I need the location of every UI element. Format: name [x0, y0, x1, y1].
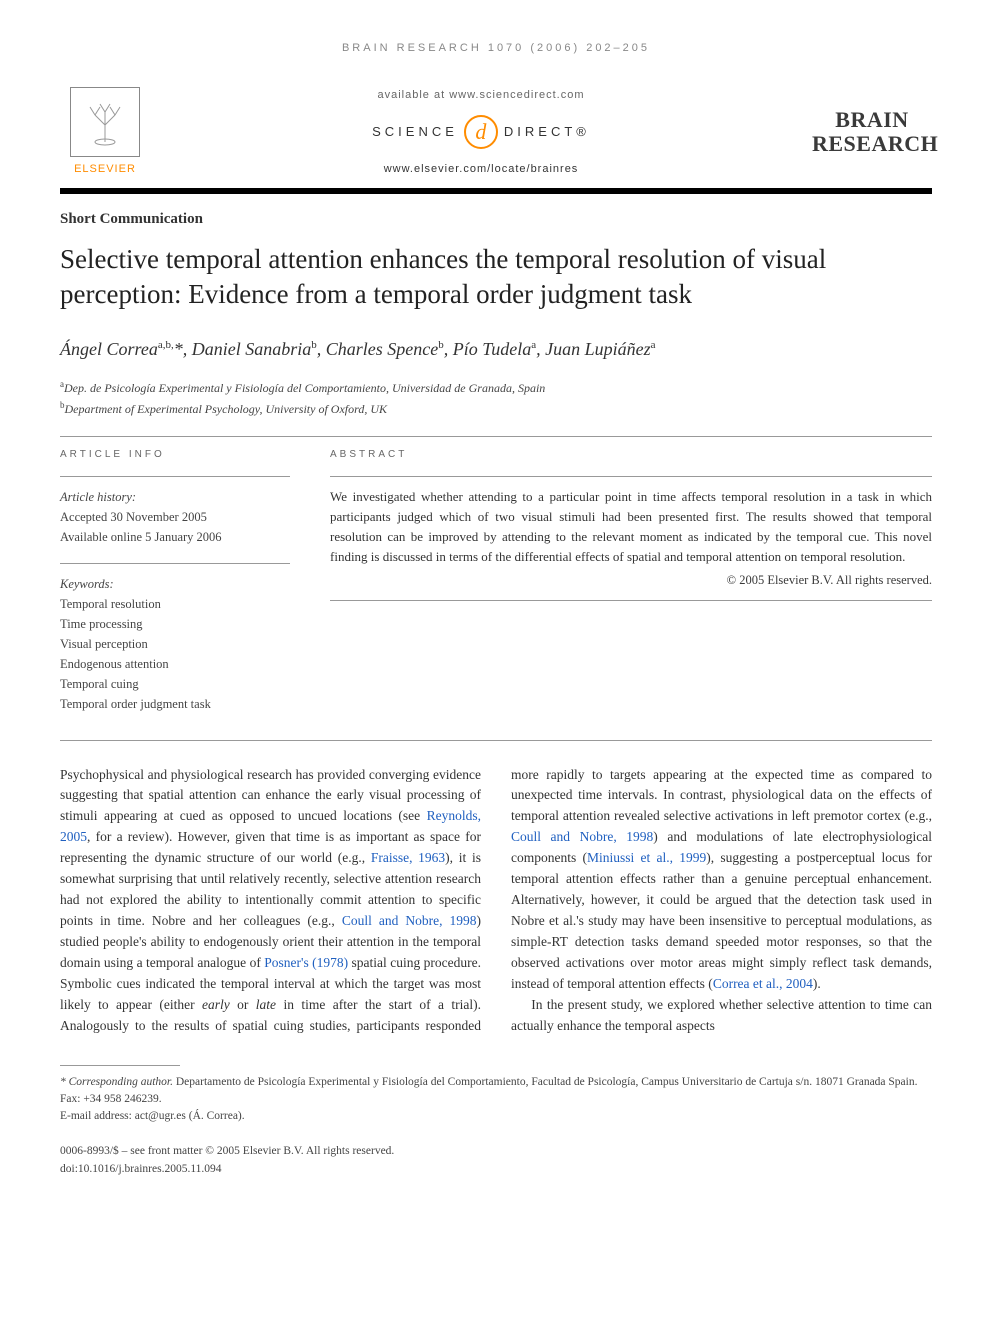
divider	[60, 476, 290, 477]
divider	[60, 740, 932, 741]
journal-line1: BRAIN	[812, 108, 932, 132]
center-banner: available at www.sciencedirect.com SCIEN…	[150, 87, 812, 178]
citation-link[interactable]: Fraisse, 1963	[371, 850, 445, 865]
online-date: Available online 5 January 2006	[60, 527, 290, 547]
divider	[330, 476, 932, 477]
article-title: Selective temporal attention enhances th…	[60, 242, 932, 312]
author-email[interactable]: act@ugr.es (Á. Correa).	[132, 1110, 245, 1122]
divider	[60, 436, 932, 437]
abstract-head: ABSTRACT	[330, 447, 932, 462]
keyword: Endogenous attention	[60, 654, 290, 674]
abstract-text: We investigated whether attending to a p…	[330, 487, 932, 568]
abstract-column: ABSTRACT We investigated whether attendi…	[330, 447, 932, 730]
running-head: BRAIN RESEARCH 1070 (2006) 202–205	[60, 40, 932, 57]
sd-left: SCIENCE	[372, 122, 458, 142]
issn-line: 0006-8993/$ – see front matter © 2005 El…	[60, 1143, 932, 1160]
article-info-column: ARTICLE INFO Article history: Accepted 3…	[60, 447, 290, 730]
keyword: Temporal resolution	[60, 594, 290, 614]
keyword: Temporal order judgment task	[60, 694, 290, 714]
divider	[330, 600, 932, 601]
history-label: Article history:	[60, 487, 290, 507]
keyword: Visual perception	[60, 634, 290, 654]
sciencedirect-logo: SCIENCE d DIRECT®	[150, 115, 812, 149]
email-line: E-mail address: act@ugr.es (Á. Correa).	[60, 1108, 932, 1125]
citation-link[interactable]: Coull and Nobre, 1998	[511, 829, 653, 844]
sd-right: DIRECT®	[504, 122, 590, 142]
elsevier-tree-icon	[70, 87, 140, 157]
article-type: Short Communication	[60, 208, 932, 231]
footnote-separator	[60, 1065, 180, 1066]
body-text: Psychophysical and physiological researc…	[60, 765, 932, 1037]
sd-d-icon: d	[464, 115, 498, 149]
citation-link[interactable]: Coull and Nobre, 1998	[342, 913, 477, 928]
doi-line: doi:10.1016/j.brainres.2005.11.094	[60, 1161, 932, 1178]
keyword: Time processing	[60, 614, 290, 634]
citation-link[interactable]: Posner's (1978)	[264, 955, 348, 970]
article-history: Article history: Accepted 30 November 20…	[60, 487, 290, 547]
abstract-copyright: © 2005 Elsevier B.V. All rights reserved…	[330, 571, 932, 590]
accepted-date: Accepted 30 November 2005	[60, 507, 290, 527]
available-at-text: available at www.sciencedirect.com	[150, 87, 812, 104]
body-paragraph: In the present study, we explored whethe…	[511, 995, 932, 1037]
footer-block: 0006-8993/$ – see front matter © 2005 El…	[60, 1143, 932, 1178]
elsevier-wordmark: ELSEVIER	[60, 161, 150, 178]
article-info-head: ARTICLE INFO	[60, 447, 290, 462]
journal-line2: RESEARCH	[812, 132, 932, 156]
publisher-banner: ELSEVIER available at www.sciencedirect.…	[60, 87, 932, 194]
keywords-block: Keywords: Temporal resolutionTime proces…	[60, 574, 290, 714]
elsevier-logo: ELSEVIER	[60, 87, 150, 178]
keyword: Temporal cuing	[60, 674, 290, 694]
divider	[60, 563, 290, 564]
corresponding-author: * Corresponding author. Departamento de …	[60, 1074, 932, 1109]
footnotes: * Corresponding author. Departamento de …	[60, 1074, 932, 1126]
keywords-label: Keywords:	[60, 574, 290, 594]
citation-link[interactable]: Miniussi et al., 1999	[587, 850, 706, 865]
citation-link[interactable]: Correa et al., 2004	[713, 976, 813, 991]
affiliations: aDep. de Psicología Experimental y Fisio…	[60, 377, 932, 419]
author-list: Ángel Correaa,b,*, Daniel Sanabriab, Cha…	[60, 336, 932, 363]
locate-url[interactable]: www.elsevier.com/locate/brainres	[150, 161, 812, 178]
journal-logo: BRAIN RESEARCH	[812, 108, 932, 156]
